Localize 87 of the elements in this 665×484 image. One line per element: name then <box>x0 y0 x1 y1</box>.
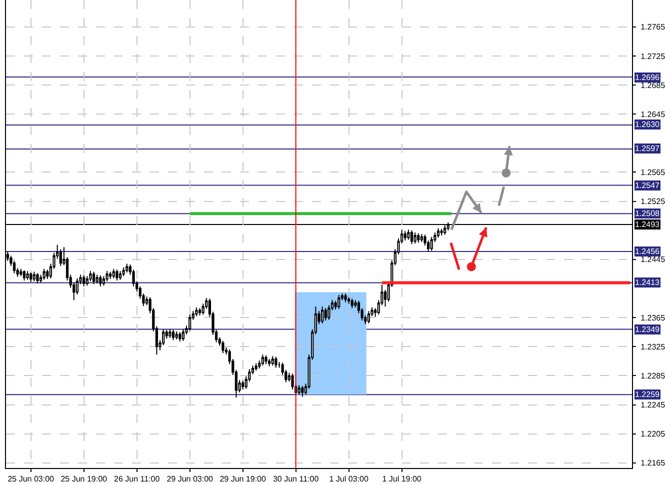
candlestick <box>96 274 98 284</box>
candlestick <box>407 229 410 240</box>
candlestick <box>324 308 327 321</box>
candlestick <box>178 332 182 342</box>
candlestick <box>271 356 274 366</box>
candlestick <box>198 308 202 316</box>
y-tick-label: 1.2685 <box>640 80 665 90</box>
x-tick-label: 26 Jun 11:00 <box>114 474 160 484</box>
candlestick <box>344 293 347 303</box>
x-tick-label: 1 Jul 03:00 <box>329 474 369 484</box>
candlestick <box>420 234 423 242</box>
candlestick <box>20 268 22 277</box>
candlestick <box>264 354 268 365</box>
ref-line-label: 1.2630 <box>635 120 660 129</box>
y-tick-label: 1.2725 <box>640 52 665 61</box>
candlestick <box>338 294 340 310</box>
y-tick-label: 1.2285 <box>640 372 665 381</box>
candlestick <box>350 298 354 309</box>
x-tick-label: 30 Jun 11:00 <box>272 474 320 484</box>
candlestick <box>430 236 433 252</box>
candlestick <box>182 328 185 342</box>
candlestick <box>222 340 224 354</box>
candlestick <box>118 270 122 280</box>
y-tick-label: 1.2765 <box>640 22 665 32</box>
candlestick <box>268 358 271 367</box>
ref-line-label: 1.2259 <box>635 390 660 399</box>
candlestick <box>36 272 39 284</box>
candlestick <box>404 230 406 242</box>
candlestick <box>242 380 244 390</box>
candlestick <box>172 329 175 341</box>
x-tick-label: 29 Jun 19:00 <box>220 474 266 484</box>
candlestick <box>188 314 192 332</box>
candlestick <box>30 272 32 282</box>
candlestick <box>109 271 112 280</box>
candlestick <box>195 306 198 317</box>
ref-line-label: 1.2493 <box>635 220 660 229</box>
y-tick-label: 1.2565 <box>640 168 665 178</box>
candlestick <box>99 274 102 287</box>
candlestick <box>410 230 414 245</box>
candlestick <box>436 228 440 238</box>
candlestick <box>298 384 300 396</box>
candlestick <box>116 269 118 282</box>
candlestick <box>122 266 125 277</box>
ref-line-label: 1.2696 <box>635 73 660 82</box>
x-tick-label: 25 Jun 03:00 <box>8 474 55 484</box>
y-tick-label: 1.2325 <box>640 342 665 352</box>
candlestick <box>89 270 92 282</box>
y-tick-label: 1.2205 <box>640 430 665 439</box>
candlestick <box>348 296 350 304</box>
candlestick <box>291 373 294 390</box>
candlestick <box>175 330 178 340</box>
y-tick-label: 1.2645 <box>640 110 665 119</box>
y-tick-label: 1.2165 <box>640 458 665 468</box>
candlestick <box>301 385 304 398</box>
y-tick-label: 1.2445 <box>640 255 665 264</box>
ref-line-label: 1.2456 <box>635 247 660 256</box>
y-tick-label: 1.2245 <box>640 400 665 410</box>
candlestick <box>106 270 108 282</box>
candlestick <box>440 228 443 236</box>
candlestick <box>82 274 86 287</box>
ref-line-label: 1.2547 <box>635 181 660 190</box>
candlestick <box>12 260 16 274</box>
candlestick <box>417 232 420 244</box>
y-tick-label: 1.2525 <box>640 197 665 206</box>
candlestick <box>22 270 26 282</box>
candlestick <box>26 270 29 280</box>
x-tick-label: 29 Jun 03:00 <box>166 474 214 484</box>
candlestick <box>32 271 36 282</box>
candlestick <box>274 356 278 368</box>
candlestick <box>254 362 258 372</box>
candlestick <box>42 268 46 280</box>
candlestick <box>112 268 115 279</box>
ref-line-label: 1.2349 <box>635 325 660 334</box>
candlestick <box>321 306 324 324</box>
candlestick <box>261 354 264 366</box>
candlestick <box>59 248 62 266</box>
candlestick <box>92 271 96 285</box>
x-tick-label: 25 Jun 19:00 <box>60 474 108 484</box>
ref-line-label: 1.2413 <box>635 278 660 287</box>
candlestick <box>126 263 128 274</box>
ref-line-label: 1.2508 <box>635 209 660 218</box>
x-tick-label: 1 Jul 19:00 <box>382 474 422 484</box>
candlestick <box>168 328 172 338</box>
ref-line-label: 1.2597 <box>635 144 660 153</box>
y-tick-label: 1.2365 <box>640 313 665 322</box>
candlestick <box>414 232 416 244</box>
candlestick <box>367 310 370 324</box>
